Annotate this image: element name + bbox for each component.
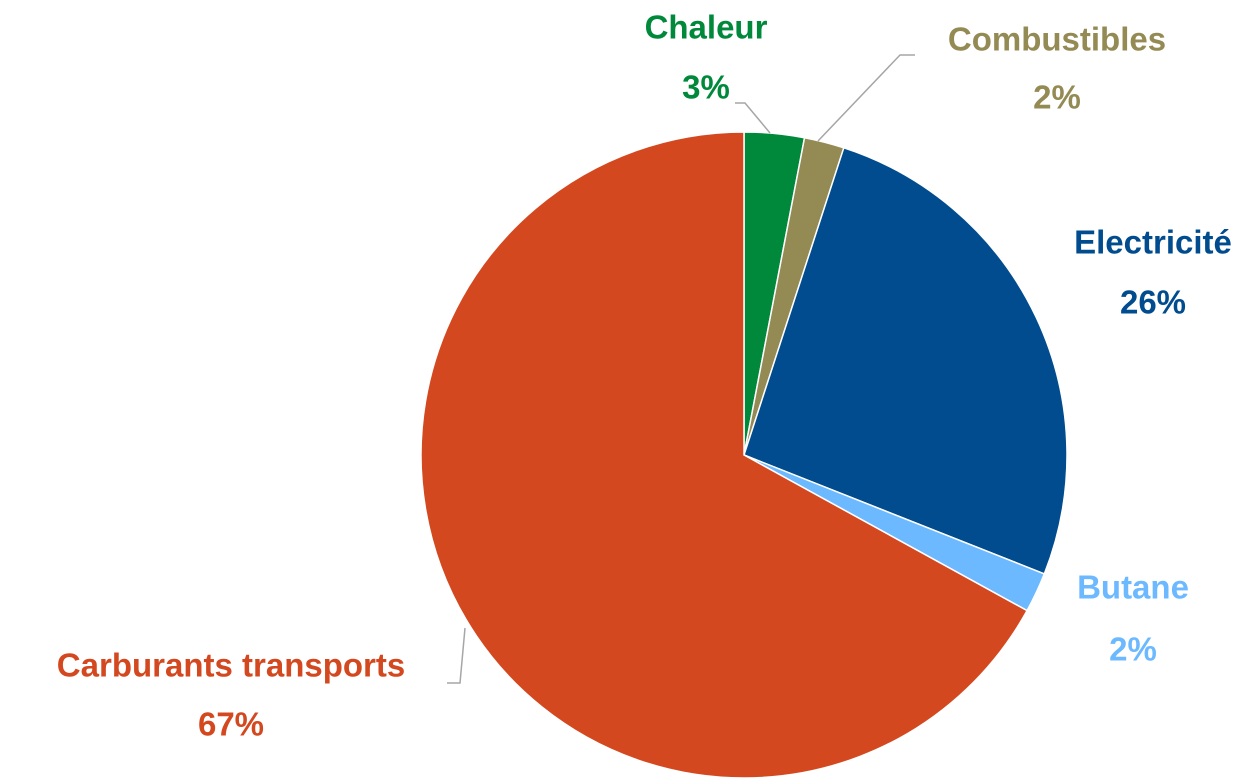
slice-label: Chaleur	[645, 9, 768, 46]
leader-line	[817, 54, 915, 142]
slice-label: Combustibles	[948, 21, 1166, 58]
slice-label: Butane	[1077, 569, 1189, 606]
pie-slice	[743, 146, 1068, 575]
leader-line	[735, 102, 771, 134]
value-label: 26%	[1120, 284, 1186, 321]
leader-line	[447, 627, 466, 684]
value-label: 2%	[1109, 631, 1157, 668]
value-label: 67%	[198, 706, 264, 743]
slice-label: Electricité	[1074, 224, 1232, 261]
value-label: 3%	[682, 69, 730, 106]
value-label: 2%	[1033, 79, 1081, 116]
pie-slice	[420, 131, 1029, 779]
slice-label: Carburants transports	[57, 647, 405, 684]
